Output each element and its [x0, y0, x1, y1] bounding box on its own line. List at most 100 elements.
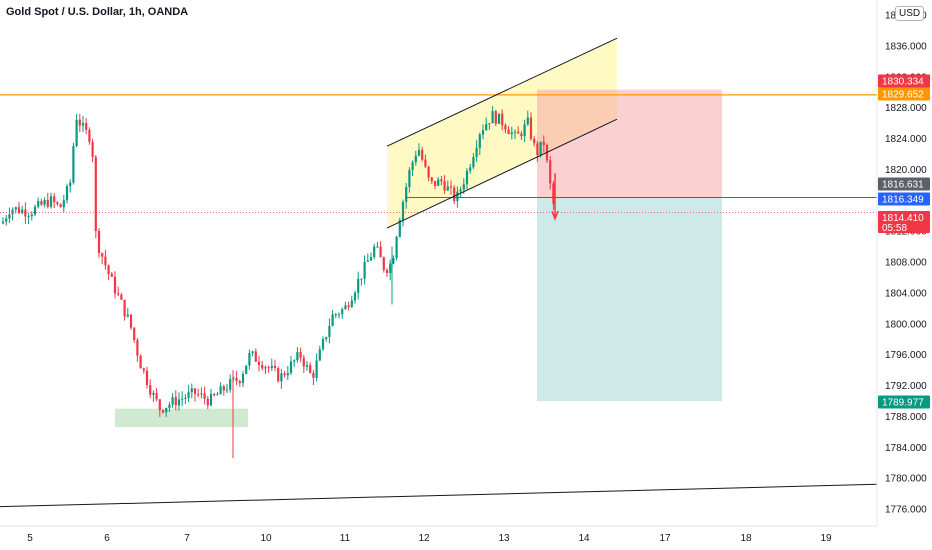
y-tick-label: 1784.000 — [885, 443, 927, 454]
candle-body — [17, 207, 21, 213]
candle-body — [526, 117, 529, 125]
candle-body — [353, 292, 357, 301]
candle-body — [126, 314, 129, 317]
y-tick-label: 1776.000 — [885, 505, 927, 516]
x-tick-label: 7 — [184, 533, 190, 544]
price-label-tag — [878, 395, 930, 409]
candle-body — [257, 361, 261, 366]
candle-body — [398, 220, 401, 237]
candle-body — [331, 314, 334, 326]
candle-body — [344, 305, 347, 310]
candle-body — [289, 361, 293, 373]
candle-body — [101, 253, 104, 257]
candle-body — [501, 113, 504, 126]
candle-body — [27, 216, 30, 218]
candle-body — [373, 246, 376, 258]
candle-body — [209, 394, 213, 406]
candle-body — [75, 119, 78, 147]
y-tick-label: 1788.000 — [885, 412, 927, 423]
candle-body — [315, 360, 318, 378]
candle-body — [433, 181, 437, 186]
candle-body — [478, 134, 481, 148]
candle-body — [270, 365, 273, 369]
candle-body — [21, 209, 24, 213]
price-label-value: 1829.652 — [882, 90, 924, 101]
candle-body — [254, 351, 257, 362]
y-tick-label: 1792.000 — [885, 381, 927, 392]
x-tick-label: 12 — [418, 533, 430, 544]
candle-body — [472, 157, 475, 168]
candle-body — [517, 131, 520, 134]
candle-body — [30, 214, 33, 217]
take-profit-zone — [537, 197, 722, 402]
candle-body — [312, 372, 315, 378]
candle-body — [424, 159, 427, 167]
candle-body — [293, 360, 296, 362]
candle-body — [203, 393, 206, 399]
drawing-lines-layer — [0, 37, 878, 508]
candle-body — [309, 365, 312, 373]
candle-body — [181, 398, 184, 400]
candle-body — [302, 357, 305, 367]
candle-body — [437, 179, 440, 186]
candle-body — [533, 138, 536, 144]
x-tick-label: 19 — [820, 533, 832, 544]
candle-body — [206, 398, 209, 406]
price-label-value: 1816.631 — [882, 180, 924, 191]
y-tick-label: 1796.000 — [885, 350, 927, 361]
candle-body — [296, 351, 299, 361]
countdown-label: 05:58 — [882, 223, 907, 234]
y-tick-label: 1780.000 — [885, 474, 927, 485]
candle-body — [325, 337, 328, 340]
candle-body — [481, 130, 485, 135]
candle-body — [536, 143, 539, 156]
candle-body — [104, 256, 107, 266]
candle-body — [321, 339, 325, 350]
candle-body — [165, 407, 168, 413]
candle-body — [107, 265, 110, 274]
price-label-tag — [878, 211, 930, 233]
candle-body — [53, 196, 56, 203]
candle-body — [1, 221, 5, 224]
candle-body — [286, 372, 289, 376]
candle-body — [171, 397, 174, 405]
y-tick-label: 1820.000 — [885, 165, 927, 176]
candle-body — [446, 186, 449, 191]
price-label-value: 1816.349 — [882, 195, 924, 206]
candle-body — [273, 365, 277, 368]
candle-body — [328, 325, 331, 338]
x-tick-label: 14 — [578, 533, 590, 544]
candle-body — [408, 169, 411, 187]
channel-upper-line — [386, 37, 618, 147]
candle-body — [494, 111, 497, 124]
candle-body — [507, 129, 510, 135]
candle-body — [62, 200, 65, 208]
candle-body — [337, 314, 341, 316]
candle-body — [155, 392, 158, 400]
candle-body — [177, 399, 181, 406]
candle-body — [379, 246, 382, 258]
candle-body — [59, 204, 62, 208]
candle-body — [97, 230, 101, 254]
currency-button[interactable]: USD — [895, 6, 925, 21]
x-tick-label: 10 — [260, 533, 272, 544]
x-tick-label: 6 — [104, 533, 110, 544]
candle-body — [229, 379, 232, 390]
price-label-tag — [878, 177, 930, 191]
candle-body — [158, 399, 161, 411]
candle-body — [513, 131, 517, 133]
y-tick-label: 1800.000 — [885, 319, 927, 330]
candle-body — [133, 327, 136, 341]
candle-body — [120, 294, 123, 300]
candle-body — [113, 276, 117, 294]
y-tick-label: 1808.000 — [885, 258, 927, 269]
candle-body — [366, 260, 369, 262]
candle-body — [174, 397, 177, 406]
candle-body — [235, 377, 238, 381]
candle-body — [389, 263, 392, 273]
candle-body — [91, 141, 94, 158]
candle-body — [488, 123, 491, 125]
x-tick-label: 18 — [740, 533, 752, 544]
candle-body — [443, 181, 446, 191]
